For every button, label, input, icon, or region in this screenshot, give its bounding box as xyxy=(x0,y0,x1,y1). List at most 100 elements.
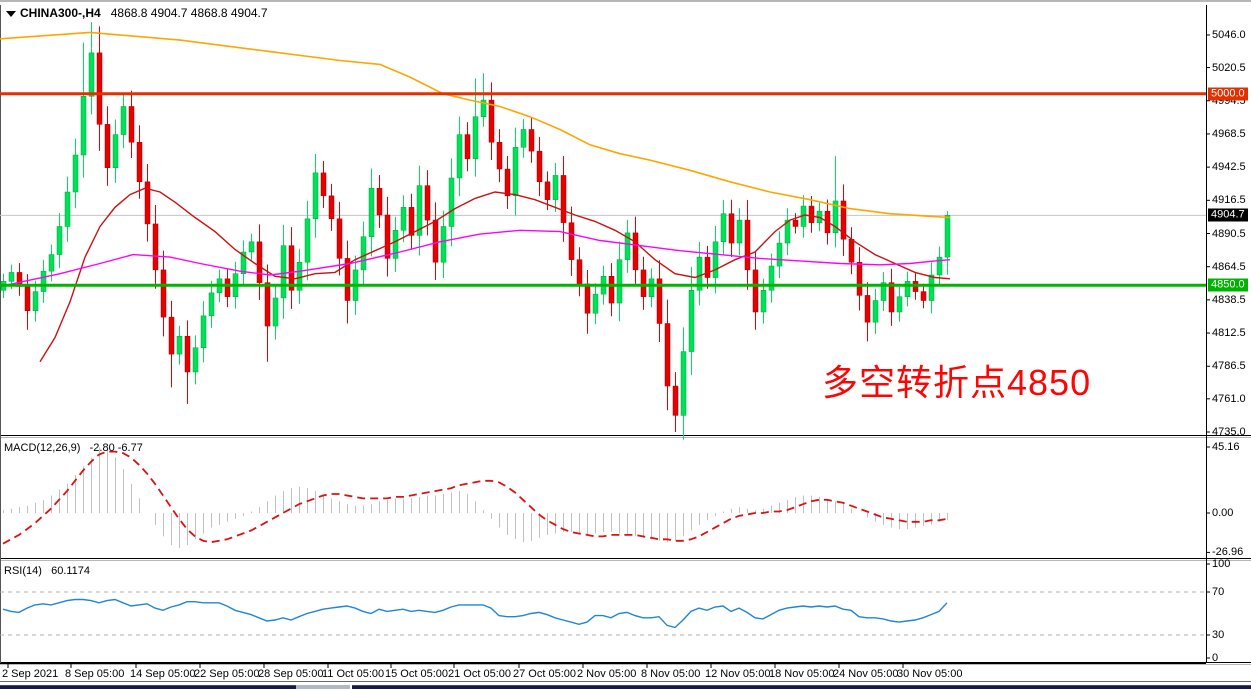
ma-line-magenta xyxy=(0,229,951,288)
chart-title: CHINA300-,H4 4868.8 4904.7 4868.8 4904.7 xyxy=(20,6,268,20)
candle-body xyxy=(104,124,111,169)
candle-body xyxy=(528,129,535,152)
price-axis-label: 4812.5 xyxy=(1212,327,1246,340)
candle-body xyxy=(536,150,543,183)
candle-body xyxy=(32,291,39,311)
candle-body xyxy=(688,290,695,352)
time-axis-label: 22 Sep 05:00 xyxy=(194,668,260,680)
price-axis-label: 4864.5 xyxy=(1212,260,1246,273)
candle-body xyxy=(248,241,255,253)
candle-body xyxy=(848,238,855,263)
candle-body xyxy=(616,259,623,304)
candle-body xyxy=(176,336,183,355)
time-axis-label: 8 Nov 05:00 xyxy=(641,668,701,680)
candle-body xyxy=(336,218,343,259)
time-axis-label: 11 Oct 05:00 xyxy=(322,668,385,680)
candle-body xyxy=(736,219,743,244)
candle-body xyxy=(128,106,135,143)
taskbar-strip[interactable] xyxy=(0,685,1251,689)
time-axis-label: 30 Nov 05:00 xyxy=(897,668,963,680)
candle-body xyxy=(208,292,215,317)
candle-body xyxy=(136,141,143,183)
time-axis-label: 27 Oct 05:00 xyxy=(513,668,576,680)
candle-body xyxy=(608,276,615,304)
candle-body xyxy=(8,272,15,282)
candle-body xyxy=(936,256,943,276)
candle-body xyxy=(696,256,703,291)
candle-body xyxy=(408,207,415,236)
candle-body xyxy=(304,218,311,263)
candle-body xyxy=(200,315,207,348)
rsi-axis-label: 70 xyxy=(1212,586,1225,598)
candle-body xyxy=(808,205,815,223)
candle-body xyxy=(544,181,551,200)
ma-line-orange xyxy=(0,31,951,219)
chart-annotation-text: 多空转折点4850 xyxy=(822,362,1092,403)
support-price-tag: 4850.0 xyxy=(1208,278,1248,292)
rsi-axis-label: 100 xyxy=(1212,558,1231,570)
candle-body xyxy=(744,219,751,271)
candle-body xyxy=(928,274,935,301)
candle-body xyxy=(880,282,887,301)
candle-body xyxy=(424,185,431,221)
candle-body xyxy=(152,223,159,271)
candle-body xyxy=(672,385,679,416)
price-axis-label: 4735.0 xyxy=(1212,426,1246,438)
macd-axis-label: 45.16 xyxy=(1212,440,1240,453)
candle-body xyxy=(776,242,783,267)
candle-body xyxy=(96,52,103,125)
candle-body xyxy=(72,154,79,193)
candle-body xyxy=(760,290,767,313)
time-axis-label: 24 Nov 05:00 xyxy=(833,668,899,680)
candle-body xyxy=(512,147,519,197)
price-axis-label: 4761.0 xyxy=(1212,392,1246,405)
candle-body xyxy=(64,191,71,227)
candle-body xyxy=(192,347,199,373)
macd-signal-line xyxy=(2,450,948,545)
candle-body xyxy=(40,270,47,292)
price-axis-label: 4968.5 xyxy=(1212,127,1246,140)
candle-body xyxy=(728,213,735,244)
candle-body xyxy=(328,195,335,220)
symbol-period-label: CHINA300-,H4 xyxy=(20,6,101,20)
candle-body xyxy=(552,175,559,200)
candle-body xyxy=(472,116,479,160)
candle-body xyxy=(504,168,511,197)
candle-body xyxy=(896,296,903,313)
candle-body xyxy=(792,219,799,227)
candle-body xyxy=(832,200,839,234)
candle-body xyxy=(872,300,879,323)
candle-body xyxy=(720,213,727,243)
price-axis-label: 4916.5 xyxy=(1212,194,1246,207)
candle-body xyxy=(184,336,191,373)
candle-body xyxy=(752,269,759,313)
candle-body xyxy=(520,129,527,148)
time-axis-label: 2 Sep 2021 xyxy=(2,668,59,680)
candle-body xyxy=(560,175,567,223)
time-axis-label: 15 Oct 05:00 xyxy=(385,668,448,680)
candle-body xyxy=(88,52,95,97)
candle-body xyxy=(656,278,663,324)
candle-body xyxy=(288,245,295,291)
candle-body xyxy=(680,351,687,416)
candle-body xyxy=(584,283,591,314)
candle-body xyxy=(440,226,447,263)
candle-body xyxy=(448,177,455,227)
candle-body xyxy=(392,230,399,259)
macd-axis-label: -26.96 xyxy=(1212,546,1244,559)
candle-body xyxy=(944,215,951,258)
candle-body xyxy=(240,251,247,274)
taskbar-button[interactable] xyxy=(296,685,352,689)
candle-body xyxy=(840,200,847,240)
candle-body xyxy=(24,286,31,311)
ohlc-values: 4868.8 4904.7 4868.8 4904.7 xyxy=(110,6,268,20)
symbol-dropdown-icon[interactable] xyxy=(6,11,16,17)
candle-body xyxy=(568,222,575,260)
candle-body xyxy=(768,265,775,291)
candle-body xyxy=(888,282,895,313)
time-axis-label: 8 Sep 05:00 xyxy=(65,668,125,680)
candle-body xyxy=(264,282,271,327)
candle-body xyxy=(368,187,375,237)
